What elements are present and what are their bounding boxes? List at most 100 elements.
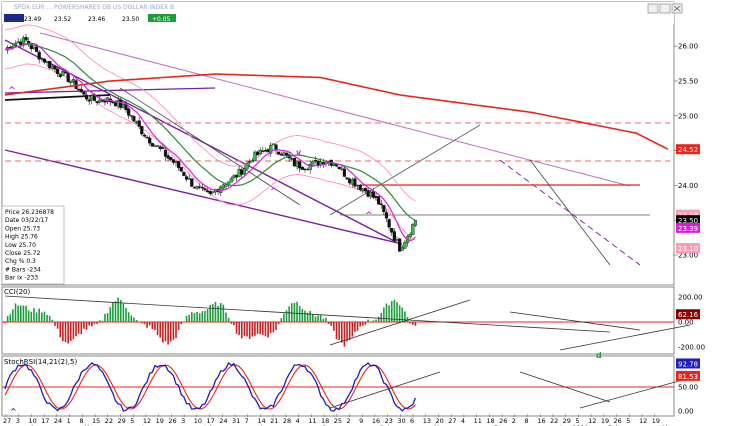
candle-up — [413, 220, 418, 226]
candle-down — [171, 159, 175, 163]
candle-down — [113, 102, 118, 107]
x-month-label: Oct — [379, 424, 391, 426]
candle-down — [190, 178, 194, 187]
x-tick-label: 12 — [639, 417, 647, 425]
candle-down — [169, 157, 173, 160]
restore-icon[interactable] — [647, 3, 659, 14]
stoch-trend-line — [519, 371, 611, 403]
cci-title: CCI(20) — [4, 288, 30, 296]
x-month-label: Apr — [30, 424, 42, 426]
header-close: 23.50 — [122, 16, 139, 23]
candle-up — [253, 151, 257, 161]
candle-down — [42, 58, 47, 63]
candle-down — [316, 161, 320, 166]
cursor-info-line: Close 25.72 — [5, 250, 41, 257]
candle-up — [332, 163, 336, 166]
candle-up — [61, 71, 65, 76]
window-controls[interactable] — [647, 3, 683, 14]
cci-tick-label: -200.00 — [678, 344, 705, 352]
x-tick-label: 7 — [245, 417, 249, 425]
candle-down — [155, 145, 160, 147]
candle-up — [195, 186, 199, 189]
candle-down — [29, 44, 33, 49]
x-month-label: May — [84, 424, 98, 426]
candle-down — [353, 178, 357, 187]
candle-up — [269, 145, 273, 154]
header-high: 23.52 — [54, 16, 71, 23]
candle-down — [127, 108, 131, 116]
candle-up — [71, 79, 76, 82]
candle-up — [224, 184, 228, 187]
x-tick-label: 14 — [257, 417, 265, 425]
candle-down — [255, 151, 260, 156]
x-tick-label: 6 — [410, 417, 414, 425]
candle-down — [182, 171, 186, 177]
thin-trend-line — [329, 124, 481, 216]
candle-up — [245, 163, 249, 170]
candle-down — [392, 231, 396, 241]
pivot-up-marker: ^ — [365, 211, 373, 221]
stoch-tag-label: 92.78 — [678, 360, 698, 368]
x-tick-label: 27 — [448, 417, 456, 425]
header-change: +0.05 — [152, 16, 171, 23]
candle-down — [158, 146, 162, 149]
cursor-info-line: Low 25.70 — [5, 242, 36, 249]
candle-down — [95, 101, 99, 103]
cursor-info-line: Date 03/22/17 — [5, 217, 48, 224]
candle-down — [119, 99, 123, 108]
candle-up — [232, 175, 236, 179]
candle-down — [148, 137, 152, 144]
candle-up — [98, 99, 102, 103]
cursor-info-frame — [1, 205, 65, 285]
x-tick-label: 3 — [16, 417, 20, 425]
cursor-info-line: Bar Ix -233 — [5, 275, 38, 282]
x-tick-label: 30 — [397, 417, 405, 425]
candle-up — [308, 164, 312, 170]
x-tick-label: 31 — [232, 417, 240, 425]
candle-up — [400, 247, 404, 251]
x-month-label: Mar — [662, 424, 675, 426]
channel-mid-line — [4, 87, 216, 94]
candle-down — [79, 89, 83, 93]
price-tag — [676, 243, 700, 254]
x-tick-label: 20 — [435, 417, 443, 425]
price-tag — [676, 209, 700, 220]
maximize-icon[interactable] — [659, 3, 671, 14]
stochrsi-panel — [1, 355, 675, 417]
candle-up — [211, 191, 215, 193]
candle-down — [179, 167, 183, 172]
cci-trend-line — [559, 324, 691, 351]
candle-down — [376, 196, 381, 205]
candle-down — [192, 187, 197, 189]
x-tick-label: 26 — [168, 417, 176, 425]
x-tick-label: 5 — [130, 417, 134, 425]
candle-down — [345, 177, 349, 180]
candle-up — [408, 233, 412, 237]
candle-up — [221, 184, 225, 189]
candle-down — [19, 41, 23, 45]
candle-down — [382, 205, 386, 213]
candle-up — [403, 242, 407, 249]
x-tick-label: 12 — [588, 417, 596, 425]
x-tick-label: 21 — [270, 417, 278, 425]
candle-down — [66, 72, 70, 82]
stoch-trend-line — [579, 377, 691, 409]
x-tick-label: 10 — [28, 417, 36, 425]
x-tick-label: 4 — [296, 417, 300, 425]
x-tick-label: 28 — [283, 417, 291, 425]
candle-up — [21, 37, 26, 44]
candle-up — [16, 41, 20, 43]
stochrsi-signal-line — [4, 364, 416, 410]
thin-trend-line — [529, 159, 611, 266]
candle-down — [142, 134, 147, 137]
x-tick-label: 22 — [550, 417, 558, 425]
candle-up — [187, 178, 191, 180]
x-tick-label: 13 — [423, 417, 431, 425]
candle-down — [300, 166, 304, 170]
x-month-label: Feb — [608, 424, 620, 426]
price-tag — [676, 215, 700, 226]
thin-trend-line — [119, 87, 301, 206]
candle-down — [161, 147, 165, 149]
candle-up — [69, 80, 73, 84]
cci-tag-label: 62.16 — [678, 311, 699, 319]
